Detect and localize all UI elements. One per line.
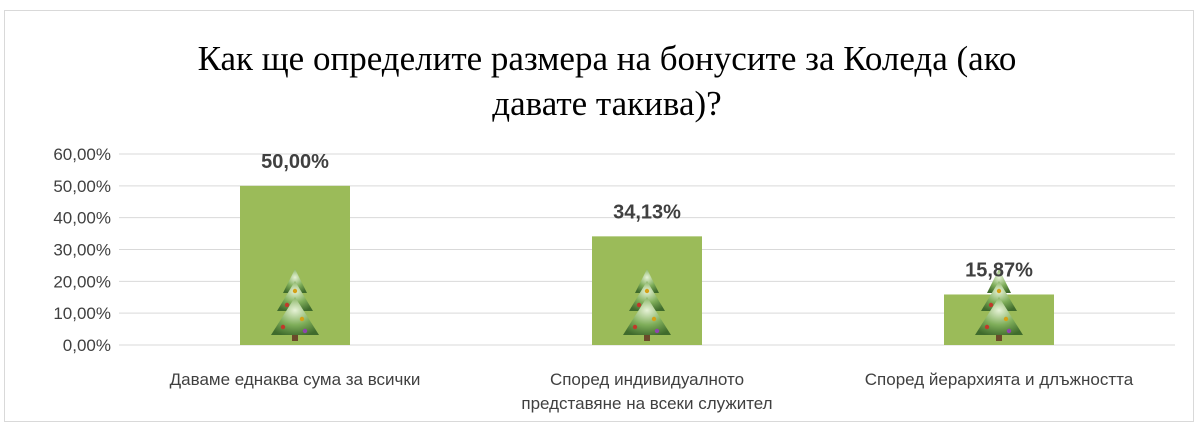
chart-area: Как ще определите размера на бонусите за… (4, 10, 1194, 422)
category-label: Даваме еднаква сума за всички (170, 370, 421, 389)
y-tick-label: 60,00% (53, 145, 111, 164)
bar-chart: Как ще определите размера на бонусите за… (53, 39, 1175, 413)
y-tick-label: 10,00% (53, 304, 111, 323)
chart-title-line-1: Как ще определите размера на бонусите за… (198, 39, 1017, 78)
bars (240, 185, 1054, 345)
data-labels: 50,00% 34,13% 15,87% (261, 151, 1033, 282)
category-label: представяне на всеки служител (521, 394, 772, 413)
data-label: 50,00% (261, 151, 329, 173)
y-axis-ticks: 0,00% 10,00% 20,00% 30,00% 40,00% 50,00% 60,00… (53, 145, 111, 355)
category-label: Според индивидуалното (550, 370, 744, 389)
x-axis-labels: Даваме еднаква сума за всички Според инди… (170, 370, 1134, 413)
y-tick-label: 40,00% (53, 209, 111, 228)
y-tick-label: 50,00% (53, 177, 111, 196)
data-label: 34,13% (613, 201, 681, 223)
y-tick-label: 20,00% (53, 272, 111, 291)
category-label: Според йерархията и длъжността (865, 370, 1134, 389)
christmas-tree-icon (975, 269, 1023, 341)
christmas-tree-icon (623, 269, 671, 341)
data-label: 15,87% (965, 259, 1033, 281)
christmas-tree-icon (271, 269, 319, 341)
chart-title-line-2: давате такива)? (492, 84, 721, 123)
y-tick-label: 30,00% (53, 241, 111, 260)
y-tick-label: 0,00% (63, 336, 111, 355)
